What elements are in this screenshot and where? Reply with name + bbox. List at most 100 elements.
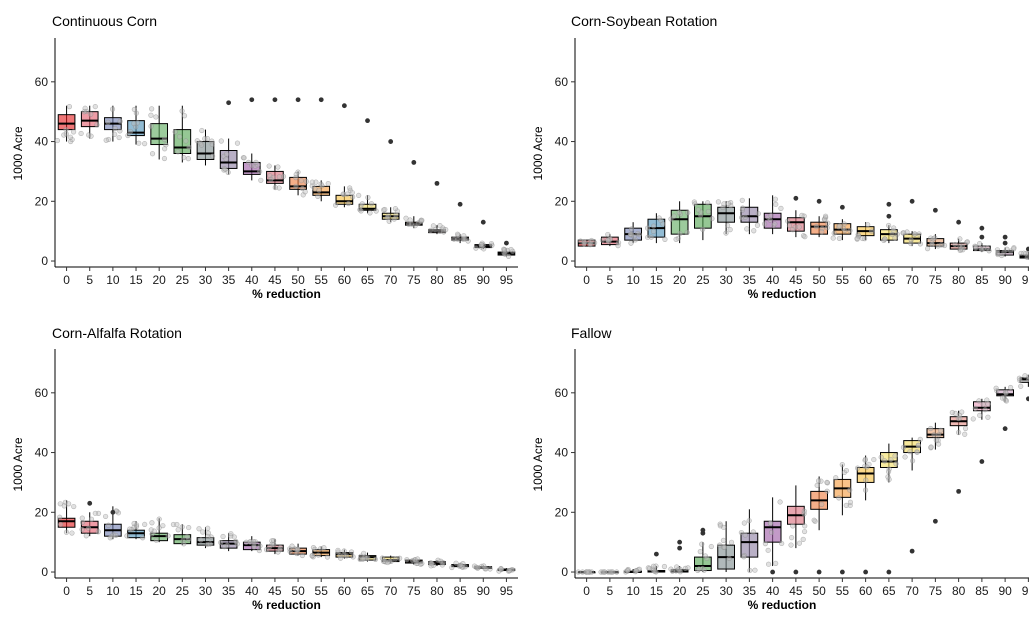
sample-point: [204, 541, 210, 548]
x-tick-label: 75: [929, 584, 943, 598]
sample-point: [917, 436, 923, 442]
sample-point: [802, 523, 808, 529]
sample-point: [224, 542, 230, 548]
sample-point: [843, 502, 849, 508]
box-70: [900, 229, 923, 247]
y-tick-label: 0: [561, 254, 568, 268]
sample-point: [131, 120, 137, 127]
sample-point: [303, 178, 309, 185]
sample-point: [293, 175, 299, 181]
x-tick-label: 35: [743, 273, 757, 287]
sample-point: [980, 401, 986, 407]
box-85: [972, 240, 992, 254]
outlier-point: [677, 545, 683, 551]
x-tick-label: 65: [361, 584, 375, 598]
sample-point: [715, 199, 722, 205]
x-tick-label: 40: [245, 584, 259, 598]
sample-point: [685, 565, 691, 571]
sample-point: [814, 482, 820, 488]
outlier-point: [979, 225, 985, 231]
sample-point: [392, 206, 399, 212]
sample-point: [646, 565, 653, 571]
sample-point: [85, 525, 92, 531]
sample-point: [57, 521, 64, 528]
sample-point: [889, 231, 895, 237]
sample-point: [631, 234, 637, 240]
y-tick-label: 60: [555, 386, 569, 400]
sample-point: [344, 191, 350, 197]
sample-point: [752, 567, 758, 573]
x-tick-label: 55: [836, 584, 850, 598]
box-10: [623, 566, 642, 575]
sample-point: [859, 235, 865, 242]
box-25: [694, 541, 714, 573]
sample-point: [1023, 250, 1029, 257]
sample-point: [836, 235, 842, 242]
sample-point: [117, 128, 123, 134]
outlier-point: [979, 234, 985, 240]
box-90: [473, 240, 495, 252]
sample-point: [61, 503, 67, 509]
sample-point: [628, 226, 635, 232]
sample-point: [751, 228, 757, 234]
sample-point: [287, 548, 293, 555]
outlier-point: [770, 569, 776, 575]
box-20: [148, 516, 171, 543]
sample-point: [786, 223, 793, 229]
sample-point: [1004, 246, 1010, 252]
outlier-point: [457, 201, 463, 207]
sample-point: [598, 569, 604, 575]
sample-point: [209, 141, 215, 148]
box-20: [148, 105, 169, 162]
x-axis-label: % reduction: [748, 287, 817, 301]
sample-point: [790, 227, 796, 233]
sample-point: [938, 427, 944, 433]
sample-point: [928, 444, 934, 450]
sample-point: [67, 134, 74, 140]
x-tick-label: 55: [315, 584, 329, 598]
sample-point: [912, 231, 918, 237]
sample-point: [901, 230, 907, 236]
sample-point: [952, 410, 958, 416]
x-tick-label: 50: [291, 273, 305, 287]
box-85: [449, 560, 469, 571]
sample-point: [1011, 246, 1017, 252]
sample-point: [372, 556, 379, 562]
sample-point: [627, 231, 634, 237]
sample-point: [979, 246, 985, 253]
sample-point: [198, 537, 204, 543]
sample-point: [94, 122, 100, 128]
sample-point: [750, 529, 756, 535]
box-body: [717, 206, 735, 223]
box-45: [787, 485, 808, 549]
sample-point: [801, 511, 807, 517]
sample-point: [453, 560, 459, 566]
sample-point: [788, 542, 794, 548]
x-tick-label: 20: [673, 584, 687, 598]
sample-point: [179, 524, 185, 530]
box-body: [335, 194, 354, 205]
x-tick-label: 95: [500, 273, 514, 287]
y-tick-label: 60: [35, 75, 49, 89]
x-tick-label: 70: [905, 273, 919, 287]
sample-point: [224, 151, 230, 157]
sample-point: [837, 223, 843, 229]
sample-point: [414, 556, 421, 562]
sample-point: [995, 250, 1001, 256]
box-10: [624, 222, 642, 246]
sample-point: [833, 475, 839, 481]
sample-point: [893, 461, 899, 467]
sample-point: [976, 398, 982, 404]
sample-point: [886, 476, 892, 483]
x-tick-label: 95: [500, 584, 514, 598]
box-65: [357, 550, 379, 562]
sample-point: [972, 405, 978, 412]
sample-point: [878, 454, 884, 460]
sample-point: [79, 519, 86, 526]
box-15: [645, 563, 668, 575]
y-tick-label: 40: [555, 135, 569, 149]
sample-point: [650, 563, 657, 569]
box-65: [880, 222, 900, 244]
box-20: [668, 564, 691, 575]
sample-point: [149, 151, 156, 157]
